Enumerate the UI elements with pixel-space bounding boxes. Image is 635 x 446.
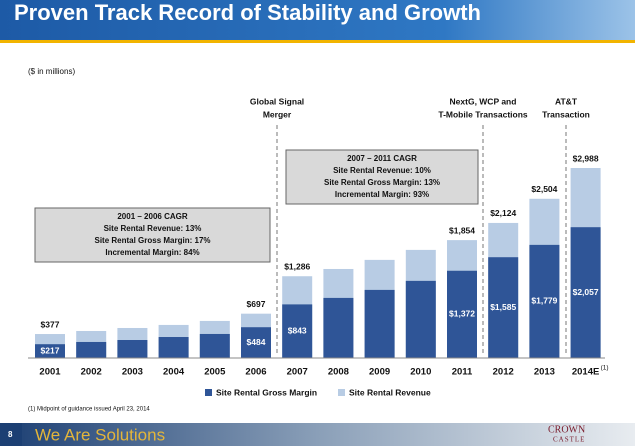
cagr-text: 2001 – 2006 CAGR: [117, 212, 187, 221]
value-label: $697: [247, 299, 266, 309]
x-tick-label: 2007: [287, 367, 308, 378]
annotation: Transaction: [542, 109, 590, 119]
legend-label: Site Rental Gross Margin: [216, 387, 317, 397]
legend-label: Site Rental Revenue: [349, 387, 431, 397]
x-tick-label: 2008: [328, 367, 349, 378]
x-tick-label: 2012: [493, 367, 514, 378]
value-label: $1,854: [449, 225, 475, 235]
legend-swatch: [205, 389, 212, 396]
header-band: [0, 0, 635, 40]
value-label: $2,988: [573, 153, 599, 163]
x-tick-label: 2003: [122, 367, 143, 378]
x-tick-label: 2014E: [572, 367, 599, 378]
cagr-text: 2007 – 2011 CAGR: [347, 154, 417, 163]
x-tick-label: 2009: [369, 367, 390, 378]
annotation: Merger: [263, 109, 292, 119]
logo: CASTLE: [553, 436, 585, 444]
x-tick-label: 2013: [534, 367, 555, 378]
value-label: $2,124: [490, 208, 516, 218]
bar: [76, 341, 107, 358]
value-label: $377: [41, 319, 60, 329]
page-number: 8: [8, 430, 13, 439]
bar: [158, 337, 189, 358]
bar: [241, 327, 271, 358]
value-label: $1,286: [284, 261, 310, 271]
cagr-text: Incremental Margin: 84%: [105, 248, 199, 257]
bar: [447, 270, 477, 358]
value-label: $217: [41, 345, 60, 355]
bar: [282, 304, 313, 358]
value-label: $1,779: [531, 296, 557, 306]
x-tick-label: 2002: [81, 367, 102, 378]
value-label: $2,504: [531, 184, 557, 194]
cagr-text: Site Rental Revenue: 10%: [333, 166, 431, 175]
value-label: $1,585: [490, 302, 516, 312]
x-tick-label: 2001: [39, 367, 61, 378]
bar: [488, 257, 519, 358]
x-tick-label: 2006: [245, 367, 266, 378]
bar: [199, 333, 230, 358]
annotation: AT&T: [555, 96, 578, 106]
legend-swatch: [338, 389, 345, 396]
x-tick-label: 2011: [452, 367, 473, 378]
annotation: Global Signal: [250, 96, 304, 106]
cagr-text: Incremental Margin: 93%: [335, 190, 429, 199]
footer-band: [0, 423, 635, 446]
value-label: $843: [288, 325, 307, 335]
bar: [323, 297, 354, 358]
value-label: $484: [247, 337, 266, 347]
bar: [529, 244, 560, 358]
chart-title: Proven Track Record of Stability and Gro…: [14, 0, 481, 25]
bar: [405, 280, 436, 358]
cagr-box: [285, 149, 479, 205]
tagline: We Are Solutions: [35, 425, 165, 444]
cagr-text: Site Rental Revenue: 13%: [104, 224, 202, 233]
header-rule: [0, 40, 635, 43]
x-tick-label: 2010: [410, 367, 431, 378]
annotation: NextG, WCP and: [450, 96, 517, 106]
bar: [570, 227, 601, 358]
cagr-box: [34, 207, 271, 263]
x-tick-label: 2004: [163, 367, 185, 378]
category-note: (1): [601, 365, 609, 372]
bar: [35, 344, 65, 358]
value-label: $1,372: [449, 309, 475, 319]
subtitle: ($ in millions): [28, 67, 75, 76]
logo: CROWN: [548, 424, 585, 435]
bar: [364, 289, 395, 358]
bar: [117, 340, 148, 358]
cagr-text: Site Rental Gross Margin: 17%: [94, 236, 210, 245]
cagr-text: Site Rental Gross Margin: 13%: [324, 178, 440, 187]
x-tick-label: 2005: [204, 367, 226, 378]
footnote: (1) Midpoint of guidance issued April 23…: [28, 407, 150, 413]
value-label: $2,057: [573, 287, 599, 297]
page-box: [0, 423, 22, 446]
annotation: T-Mobile Transactions: [438, 109, 528, 119]
